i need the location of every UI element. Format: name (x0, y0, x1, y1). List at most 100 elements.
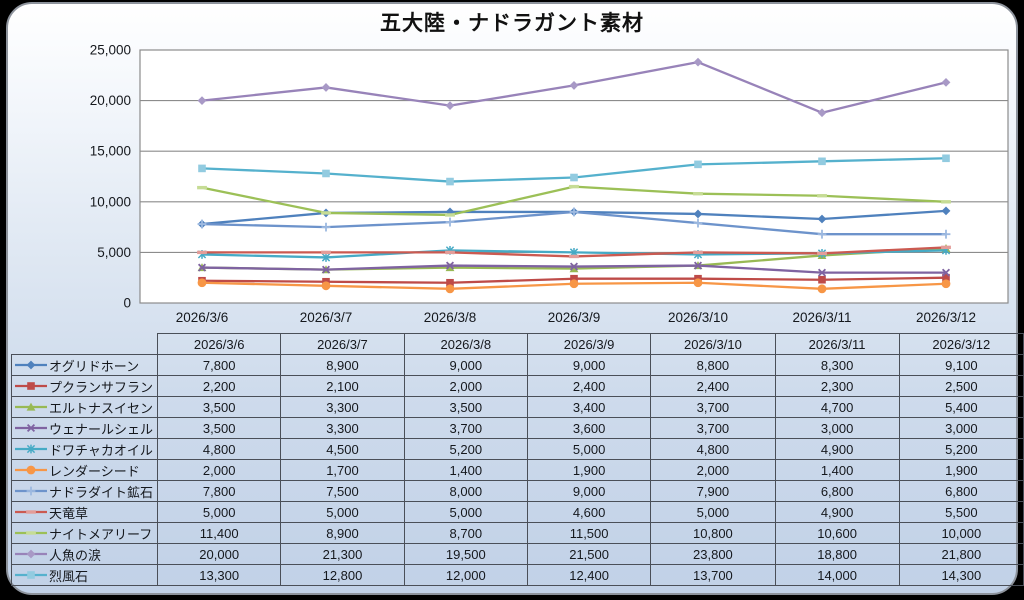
series-marker (321, 281, 331, 291)
legend-key-square (15, 571, 47, 579)
value-cell: 4,900 (774, 501, 900, 523)
series-marker (198, 164, 206, 173)
legend-key-circle (15, 465, 47, 475)
series-marker (817, 214, 827, 224)
value-cell: 8,800 (650, 354, 776, 376)
value-cell: 3,000 (898, 417, 1024, 439)
value-cell: 8,300 (774, 354, 900, 376)
series-marker (569, 207, 579, 217)
table-row: レンダーシード 2,000 1,700 1,400 1,900 2,000 1,400 1,9… (10, 459, 1024, 481)
series-marker (197, 96, 207, 105)
value-cell: 10,800 (650, 522, 776, 544)
series-marker (818, 275, 826, 284)
series-marker (570, 274, 578, 283)
value-cell: 3,500 (403, 396, 528, 418)
series-name-label: ウェナールシェル (49, 421, 154, 437)
line-chart-plot-area: 0 5,000 10,000 15,000 20,000 25,000 2026/3/6 20… (90, 43, 1009, 325)
series-marker (445, 263, 455, 272)
chart-title: 五大陸・ナドラガント素材 (380, 12, 644, 35)
series-marker (693, 250, 703, 255)
series-marker (942, 273, 950, 282)
series-marker (321, 250, 331, 255)
series-marker (446, 278, 454, 287)
date-header-cell: 2026/3/12 (898, 333, 1024, 355)
value-cell: 6,800 (898, 480, 1024, 502)
legend-key-triangle (15, 402, 47, 411)
value-cell: 10,000 (898, 522, 1024, 544)
value-cell: 7,800 (157, 480, 282, 502)
legend-key-asterisk (15, 444, 47, 454)
value-cell: 3,700 (650, 417, 776, 439)
series-marker (445, 101, 455, 111)
value-cell: 2,000 (157, 459, 282, 481)
series-marker (197, 250, 207, 255)
series-marker (694, 160, 702, 169)
series-marker (197, 278, 207, 288)
value-cell: 5,400 (898, 396, 1024, 418)
value-cell: 3,400 (526, 396, 652, 418)
x-axis-tick-label: 2026/3/8 (424, 310, 477, 325)
value-cell: 8,900 (280, 522, 405, 544)
series-name-label: 人魚の涙 (49, 547, 102, 563)
series-legend-cell: オグリドホーン (10, 354, 159, 376)
series-marker (693, 261, 703, 270)
value-cell: 21,800 (898, 543, 1024, 565)
series-legend-cell: ナイトメアリーフ (10, 522, 159, 544)
value-cell: 4,500 (280, 438, 405, 460)
value-cell: 12,800 (280, 564, 405, 586)
date-header-cell: 2026/3/7 (280, 333, 405, 355)
value-cell: 14,300 (898, 564, 1024, 586)
value-cell: 3,000 (774, 417, 900, 439)
date-header-cell: 2026/3/10 (650, 333, 776, 355)
value-cell: 4,900 (774, 438, 900, 460)
value-cell: 1,900 (898, 459, 1024, 481)
value-cell: 9,100 (898, 354, 1024, 376)
value-cell: 2,000 (650, 459, 776, 481)
date-header-cell: 2026/3/9 (526, 333, 652, 355)
series-legend-cell: 天竜草 (10, 501, 159, 523)
value-cell: 3,500 (157, 417, 282, 439)
series-marker (569, 264, 579, 273)
series-name-label: ドワチャカオイル (49, 442, 153, 458)
series-marker (197, 263, 207, 272)
series-name-label: ナドラダイト鉱石 (49, 484, 154, 500)
series-marker (817, 108, 827, 118)
series-marker (321, 211, 331, 215)
y-axis-tick-label: 10,000 (90, 194, 131, 209)
legend-key-dash (15, 531, 47, 535)
table-row: ウェナールシェル 3,500 3,300 3,700 3,600 3,700 3,000 3,… (10, 417, 1024, 439)
series-marker (322, 169, 330, 178)
series-name-label: 烈風石 (49, 568, 89, 584)
value-cell: 23,800 (650, 543, 776, 565)
series-marker (693, 218, 703, 228)
value-cell: 3,600 (526, 417, 652, 439)
series-marker (693, 209, 703, 219)
value-cell: 13,700 (650, 564, 776, 586)
series-legend-cell: プクランサフラン (10, 375, 159, 397)
series-marker (445, 250, 455, 255)
series-legend-cell: ドワチャカオイル (10, 438, 159, 460)
series-marker (321, 265, 331, 274)
value-cell: 3,300 (280, 396, 405, 418)
series-legend-cell: レンダーシード (10, 459, 159, 481)
series-marker (693, 57, 703, 67)
series-marker (569, 279, 579, 289)
value-cell: 4,800 (157, 438, 282, 460)
series-marker (446, 177, 454, 186)
value-cell: 2,400 (650, 375, 776, 397)
table-row: エルトナスイセン 3,500 3,300 3,500 3,400 3,700 4,700 5,… (10, 396, 1024, 418)
series-marker (197, 219, 207, 229)
value-cell: 2,400 (526, 375, 652, 397)
series-marker (445, 284, 455, 294)
value-cell: 6,800 (774, 480, 900, 502)
series-marker (817, 194, 827, 198)
series-marker (321, 83, 331, 92)
value-cell: 12,000 (403, 564, 528, 586)
value-cell: 1,700 (280, 459, 405, 481)
series-marker (569, 254, 579, 259)
series-marker (817, 251, 827, 256)
series-marker (941, 200, 951, 204)
series-name-label: ナイトメアリーフ (49, 526, 153, 542)
value-cell: 4,700 (774, 396, 900, 418)
legend-key-x (15, 423, 47, 433)
